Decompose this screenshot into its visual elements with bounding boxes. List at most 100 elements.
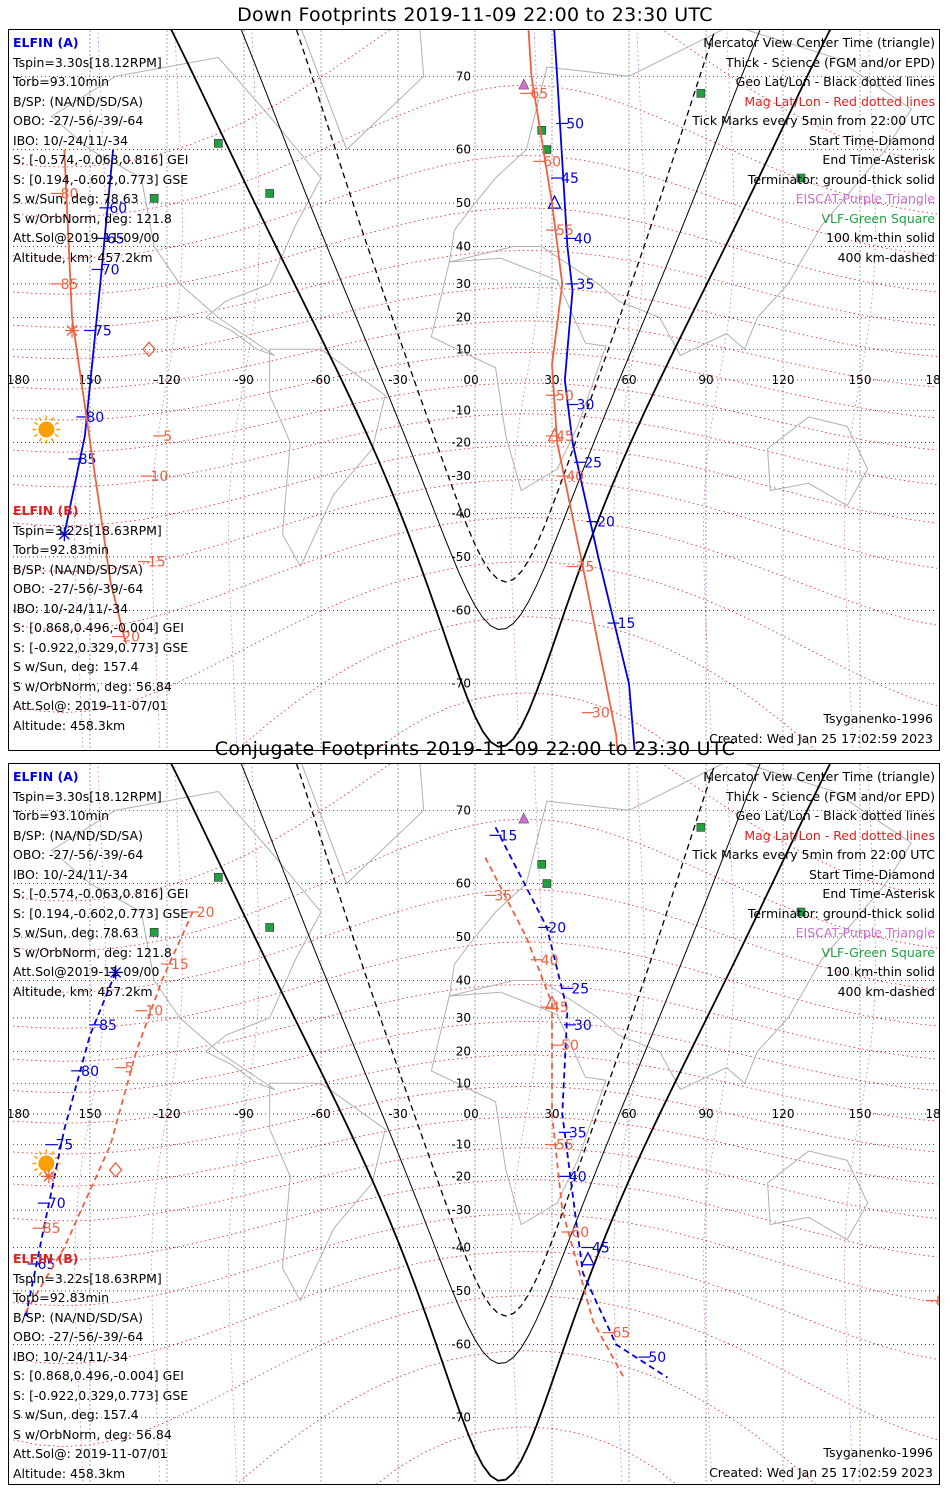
mag-lat-line <box>12 1295 938 1448</box>
lat-tick-label: 30 <box>456 1011 471 1025</box>
legend-entry: Thick - Science (FGM and/or EPD) <box>726 54 935 70</box>
lat-tick-label: -60 <box>451 1337 471 1351</box>
info-line: IBO: 10/-24/11/-34 <box>13 600 129 616</box>
legend-entry: 100 km-thin solid <box>826 230 935 245</box>
time-tick-label: 50 <box>556 388 574 404</box>
time-tick-label: 80 <box>86 410 104 426</box>
info-line: S: [0.194,-0.602,0.773] GSE <box>13 171 189 187</box>
time-tick-label: 70 <box>48 1196 66 1212</box>
mag-lat-line <box>376 1426 677 1484</box>
time-tick-label: 30 <box>577 398 595 414</box>
info-line: S: [-0.574,-0.063,0.816] GEI <box>13 152 189 167</box>
track-line <box>494 826 668 1379</box>
lat-tick-label: -70 <box>451 677 471 691</box>
info-line: Att.Sol@2019-11-09/00 <box>13 230 160 245</box>
info-line: S: [-0.574,-0.063,0.816] GEI <box>13 886 189 901</box>
model-label: Tsyganenko-1996 <box>823 1445 933 1460</box>
time-tick-label: 30 <box>574 1018 592 1034</box>
mag-lon-line <box>844 764 876 1484</box>
info-line: IBO: 10/-24/11/-34 <box>13 866 129 882</box>
legend-entry: Mercator View Center Time (triangle) <box>703 35 935 50</box>
lat-tick-label: 0 <box>463 1107 471 1121</box>
lat-tick-label: 50 <box>456 196 471 210</box>
lon-tick-label: 150 <box>849 1107 872 1121</box>
lon-tick-label: 90 <box>698 373 713 387</box>
info-line: Att.Sol@2019-11-09/00 <box>13 964 160 979</box>
track-line <box>24 972 117 1317</box>
info-line: S w/OrbNorm, deg: 121.8 <box>13 210 172 226</box>
info-line: Tspin=3.22s[18.63RPM] <box>13 1270 162 1286</box>
time-tick-label: 75 <box>56 1138 74 1154</box>
lat-tick-label: 60 <box>456 143 471 157</box>
lon-tick-label: -90 <box>234 373 254 387</box>
info-line: OBO: -27/-56/-39/-64 <box>13 581 144 596</box>
lat-tick-label: 10 <box>456 1076 471 1090</box>
lon-tick-label: 150 <box>849 373 872 387</box>
track-line <box>63 149 114 535</box>
coastline <box>430 991 607 1226</box>
time-tick-label: 15 <box>618 616 636 632</box>
lat-tick-label: 70 <box>456 803 471 817</box>
info-line: OBO: -27/-56/-39/-64 <box>13 113 144 128</box>
lon-tick-label: 180 <box>926 373 940 387</box>
legend-entry: EISCAT-Purple Triangle <box>795 925 935 940</box>
info-line: IBO: 10/-24/11/-34 <box>13 1348 129 1364</box>
mag-lon-line <box>228 30 260 750</box>
center-time-triangle <box>544 995 560 1010</box>
lon-tick-label: -60 <box>311 1107 331 1121</box>
legend-entry: Tick Marks every 5min from 22:00 UTC <box>692 113 935 128</box>
lon-tick-label: -90 <box>234 1107 254 1121</box>
coastline <box>301 30 425 151</box>
info-line: S w/OrbNorm, deg: 121.8 <box>13 944 172 960</box>
lat-tick-label: 20 <box>456 1045 471 1059</box>
mag-lon-line <box>844 30 876 750</box>
created-label: Created: Wed Jan 25 17:02:59 2023 <box>709 730 933 746</box>
legend-entry: Start Time-Diamond <box>808 866 935 882</box>
lat-tick-label: -30 <box>451 469 471 483</box>
mag-lat-line <box>236 616 816 750</box>
time-tick-label: 55 <box>556 223 574 239</box>
center-time-triangle <box>580 1251 595 1266</box>
lon-tick-label: 150 <box>79 1107 102 1121</box>
time-tick-label: 10 <box>150 469 168 485</box>
lon-tick-label: 120 <box>772 1107 795 1121</box>
lon-tick-label: 120 <box>772 373 795 387</box>
lon-tick-label: 180 <box>9 373 30 387</box>
time-tick-label: 35 <box>569 1125 587 1141</box>
time-tick-label: 20 <box>597 515 615 531</box>
info-line: Tspin=3.30s[18.12RPM] <box>13 788 162 804</box>
time-tick-label: 40 <box>569 1169 587 1185</box>
time-tick-label: 50 <box>561 1038 579 1054</box>
time-tick-label: 45 <box>592 1241 610 1257</box>
vlf-square <box>149 928 159 937</box>
mag-lat-line <box>12 479 938 572</box>
mag-lat-line <box>12 1179 938 1261</box>
panel-title: Down Footprints 2019-11-09 22:00 to 23:3… <box>237 4 713 26</box>
time-tick-label: 5 <box>125 1061 134 1077</box>
info-line: S w/Sun, deg: 157.4 <box>13 659 139 674</box>
time-tick-label: 50 <box>566 116 584 132</box>
lon-tick-label: 60 <box>621 1107 636 1121</box>
lat-tick-label: -10 <box>451 1138 471 1152</box>
info-line: IBO: 10/-24/11/-34 <box>13 132 129 148</box>
time-tick-label: 45 <box>561 171 579 187</box>
elfin-b-track: 65 60 55 50 45 40 35 30 <box>520 30 619 750</box>
coastline <box>269 348 386 568</box>
legend-entry: 400 km-dashed <box>837 983 935 999</box>
info-line: OBO: -27/-56/-39/-64 <box>13 1329 144 1344</box>
info-line: OBO: -27/-56/-39/-64 <box>13 847 144 862</box>
info-line: Altitude, km: 457.2km <box>13 983 153 999</box>
start-diamond <box>142 341 156 358</box>
elfin-b-label: ELFIN (B) <box>13 503 79 518</box>
elfin-b-info: ELFIN (B) Tspin=3.22s[18.63RPM] Torb=92.8… <box>13 501 188 735</box>
terminator-ground <box>170 30 831 748</box>
info-line: S w/OrbNorm, deg: 56.84 <box>13 678 172 694</box>
mag-lat-line <box>12 1116 938 1187</box>
info-line: S: [0.194,-0.602,0.773] GSE <box>13 905 189 921</box>
info-line: S w/Sun, deg: 78.63 <box>13 925 139 940</box>
vlf-square <box>796 907 806 917</box>
elfin-a-track: 15 20 25 30 35 40 45 50 <box>489 826 668 1379</box>
coastline <box>430 257 607 492</box>
down-footprints-map: 706050403020100-10-20-30-40-50-60-701801… <box>8 29 940 751</box>
